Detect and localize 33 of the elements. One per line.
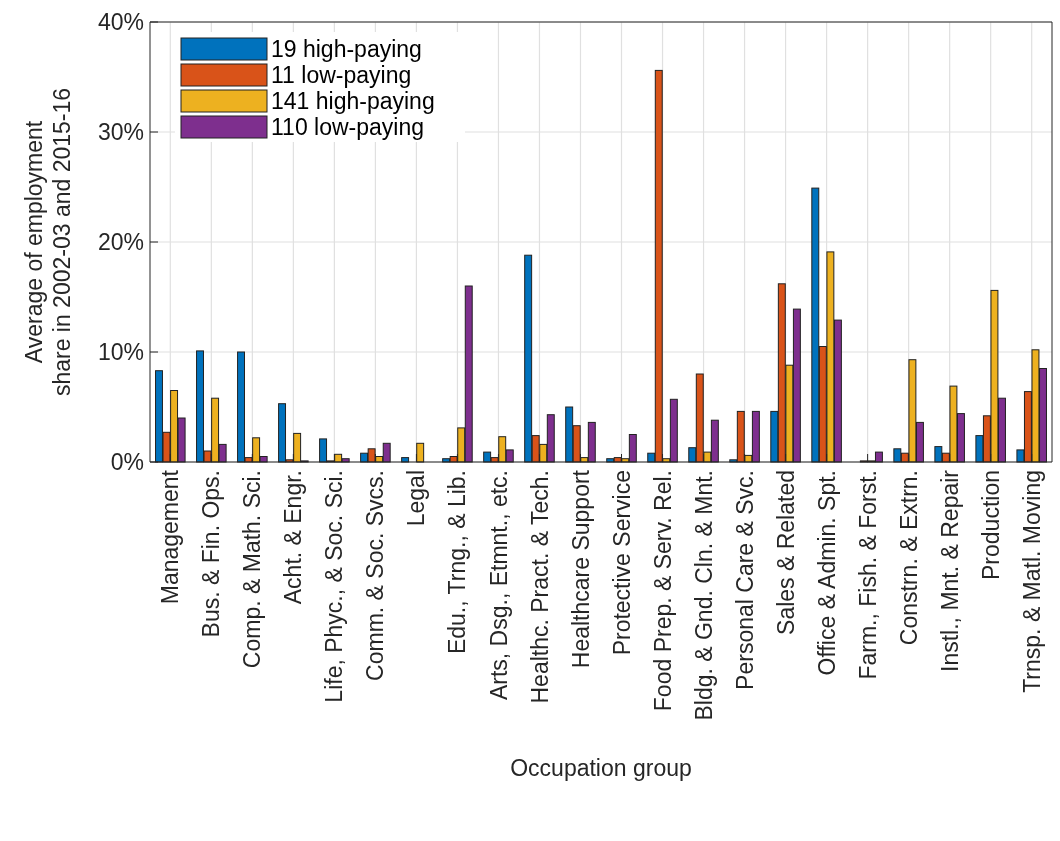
y-tick-label: 30% xyxy=(97,119,144,146)
x-tick-label: Comp. & Math. Sci. xyxy=(239,470,266,669)
x-tick-label: Acht. & Engr. xyxy=(280,470,307,605)
x-tick-label: Healthc. Pract. & Tech. xyxy=(526,470,553,704)
x-tick-label: Bus. & Fin. Ops. xyxy=(198,470,225,638)
x-tick-label: Protective Service xyxy=(608,470,635,656)
x-tick-label: Healthcare Support xyxy=(567,469,594,669)
x-tick-label: Farm., Fish. & Forst. xyxy=(854,470,881,680)
x-tick-label: Arts, Dsg., Etmnt., etc. xyxy=(485,470,512,701)
x-tick-label: Office & Admin. Spt. xyxy=(813,470,840,676)
x-tick-label: Legal xyxy=(403,470,430,527)
y-tick-label: 10% xyxy=(97,339,144,366)
x-tick-label: Edu., Trng., & Lib. xyxy=(444,470,471,655)
x-tick-label: Sales & Related xyxy=(772,470,799,635)
x-tick-label: Production xyxy=(977,470,1004,580)
x-tick-label: Management xyxy=(157,469,184,605)
x-tick-label: Trnsp. & Matl. Moving xyxy=(1018,470,1045,693)
legend-label: 141 high-paying xyxy=(271,88,435,115)
x-tick-label: Instl., Mnt. & Repair xyxy=(936,469,963,672)
legend-label: 110 low-paying xyxy=(271,114,425,141)
x-tick-label: Constrn. & Extrn. xyxy=(895,470,922,646)
y-tick-label: 20% xyxy=(97,229,144,256)
x-tick-label: Life, Phyc., & Soc. Sci. xyxy=(321,470,348,703)
legend-label: 19 high-paying xyxy=(271,36,422,63)
x-axis-title: Occupation group xyxy=(510,755,692,781)
y-axis-title: Average of employment share in 2002-03 and 2015-16 xyxy=(21,87,75,397)
x-tick-label: Comm. & Soc. Svcs. xyxy=(362,470,389,681)
x-tick-label: Bldg. & Gnd. Cln. & Mnt. xyxy=(690,470,717,721)
x-tick-label: Personal Care & Svc. xyxy=(731,470,758,690)
y-tick-label: 0% xyxy=(110,449,144,476)
x-tick-label: Food Prep. & Serv. Rel. xyxy=(649,470,676,712)
y-tick-label: 40% xyxy=(97,9,144,36)
legend-label: 11 low-paying xyxy=(271,62,412,89)
